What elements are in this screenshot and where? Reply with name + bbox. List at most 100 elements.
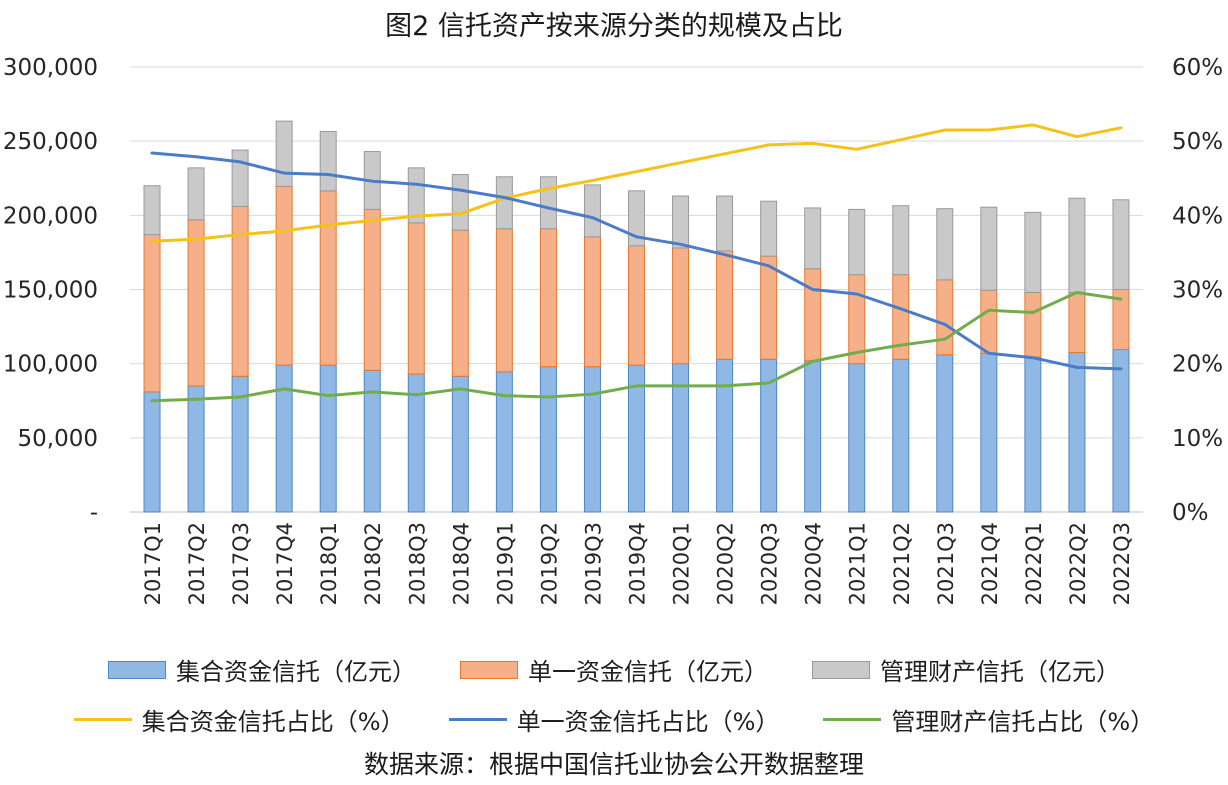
bar-segment [848,208,866,276]
legend-line-single [448,718,507,721]
bar-segment [936,279,954,356]
bar-segment [672,247,690,365]
bar-segment [187,385,205,513]
bar-segment [143,391,161,513]
y-left-tick-label: 200,000 [3,203,98,229]
bar-segment [275,120,293,187]
y-right-tick-label: 10% [1172,426,1223,452]
x-tick-label: 2018Q4 [449,522,473,605]
x-tick-label: 2019Q2 [537,522,561,605]
bar-segment [407,222,425,375]
x-tick-label: 2022Q3 [1110,522,1134,605]
bar-segment [804,268,822,362]
bar-segment [319,190,337,366]
bar-segment [936,208,954,281]
series-line [150,123,1123,243]
bar-segment [804,207,822,270]
legend-label-managed-share: 管理财产信托占比（%） [891,708,1155,736]
bar-segment [275,185,293,366]
bar-segment [980,352,998,513]
legend-label-managed: 管理财产信托（亿元） [880,658,1120,686]
bar-segment [1024,356,1042,513]
x-tick-label: 2020Q2 [714,522,738,605]
bar-segment [539,176,557,230]
legend-label-collective: 集合资金信托（亿元） [176,658,416,686]
bar-segment [495,371,513,513]
y-right-tick-label: 60% [1172,55,1223,81]
x-tick-label: 2021Q3 [934,522,958,605]
bar-segment [583,366,601,513]
source-note: 数据来源：根据中国信托业协会公开数据整理 [363,750,864,779]
bar-segment [1112,199,1130,290]
bar-segment [892,205,910,276]
x-tick-label: 2018Q2 [361,522,385,605]
x-tick-label: 2020Q1 [670,522,694,605]
y-left-tick-label: - [90,500,98,526]
x-tick-label: 2018Q3 [405,522,429,605]
bar-segment [716,250,734,360]
legend-line-managed [823,718,882,721]
bar-segment [275,364,293,513]
y-left-tick-label: 100,000 [3,352,98,378]
y-left-tick-label: 300,000 [3,55,98,81]
bar-segment [1112,349,1130,513]
bar-segment [231,149,249,207]
series-line [150,291,1123,403]
legend-label-single-share: 单一资金信托占比（%） [516,708,780,736]
bar-segment [407,167,425,224]
bar-segment [716,358,734,513]
legend-item-managed-line: 管理财产信托占比（%） [823,702,1154,737]
bar-segment [672,195,690,249]
bar-segment [892,358,910,513]
bar-segment [1024,291,1042,358]
x-tick-label: 2017Q3 [229,522,253,605]
y-left-tick-label: 150,000 [3,278,98,304]
x-tick-label: 2017Q1 [141,522,165,605]
bar-segment [319,364,337,513]
chart-title: 图2 信托资产按来源分类的规模及占比 [385,11,843,42]
legend-bars: 集合资金信托（亿元） 单一资金信托（亿元） 管理财产信托（亿元） [0,652,1228,687]
y-right-tick-label: 50% [1172,129,1223,155]
x-tick-label: 2017Q4 [273,522,297,605]
bar-segment [980,206,998,291]
y-right-tick-label: 20% [1172,352,1223,378]
legend-swatch-managed [812,660,870,679]
bar-segment [451,229,469,377]
bar-segment [936,354,954,513]
series-line [150,151,1123,371]
bar-segment [451,375,469,513]
bar-segment [804,360,822,513]
legend-swatch-collective [108,660,166,679]
x-tick-label: 2020Q3 [758,522,782,605]
x-tick-label: 2020Q4 [802,522,826,605]
bar-segment [319,131,337,192]
x-tick-label: 2018Q1 [317,522,341,605]
bar-segment [760,200,778,257]
bar-segment [1068,197,1086,293]
bar-segment [495,176,513,230]
x-tick-label: 2019Q3 [581,522,605,605]
bar-segment [187,219,205,387]
x-tick-label: 2021Q1 [846,522,870,605]
legend-lines: 集合资金信托占比（%） 单一资金信托占比（%） 管理财产信托占比（%） [0,702,1228,737]
bar-segment [716,195,734,252]
legend-label-single: 单一资金信托（亿元） [528,658,768,686]
bar-segment [143,185,161,236]
x-tick-label: 2022Q2 [1066,522,1090,605]
x-tick-label: 2022Q1 [1022,522,1046,605]
y-right-tick-label: 0% [1172,500,1209,526]
bar-segment [231,205,249,377]
legend-item-managed-bar: 管理财产信托（亿元） [812,652,1120,687]
bar-segment [1024,211,1042,293]
bar-segment [187,167,205,221]
bar-segment [539,366,557,513]
bar-segment [628,190,645,247]
x-tick-label: 2019Q1 [493,522,517,605]
y-left-tick-label: 250,000 [3,129,98,155]
bar-segment [451,174,469,231]
x-tick-label: 2017Q2 [185,522,209,605]
legend-item-collective-bar: 集合资金信托（亿元） [108,652,416,687]
bar-segment [628,245,645,366]
